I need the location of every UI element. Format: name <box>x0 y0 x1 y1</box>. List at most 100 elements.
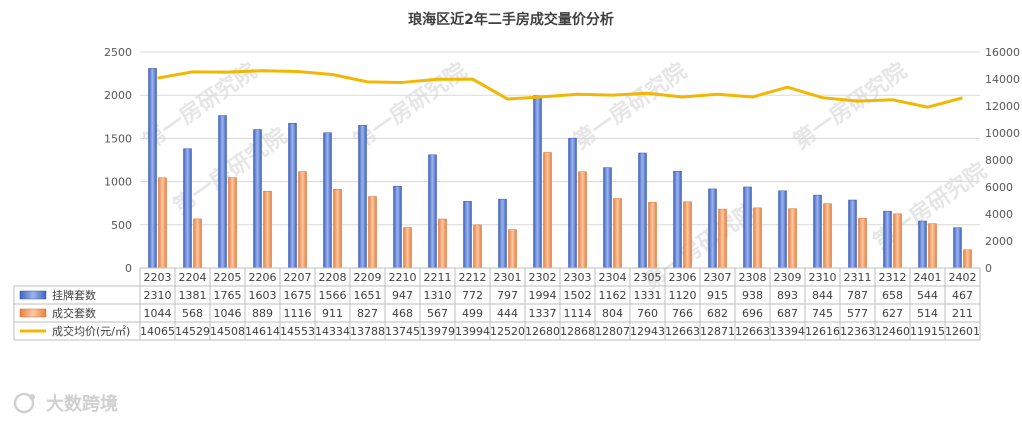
bar-listing-2304 <box>603 167 612 269</box>
data-cell: 12520 <box>490 325 525 338</box>
brand-icon-dot <box>29 394 35 400</box>
bar-deals-2211 <box>438 218 447 269</box>
right-tick-label: 10000 <box>985 127 1020 140</box>
data-cell: 2310 <box>144 289 172 302</box>
data-cell: 889 <box>252 307 273 320</box>
bar-deals-2305 <box>648 202 657 269</box>
right-tick-label: 14000 <box>985 73 1020 86</box>
right-tick-label: 16000 <box>985 46 1020 59</box>
data-cell: 12601 <box>945 325 980 338</box>
bar-deals-2309 <box>788 208 797 269</box>
data-cell: 687 <box>777 307 798 320</box>
data-cell: 1120 <box>669 289 697 302</box>
bar-deals-2206 <box>263 190 272 269</box>
bar-deals-2302 <box>543 152 552 269</box>
left-tick-label: 500 <box>111 219 132 232</box>
data-cell: 12363 <box>840 325 875 338</box>
data-cell: 772 <box>462 289 483 302</box>
category-label: 2205 <box>214 271 242 284</box>
data-cell: 13994 <box>455 325 490 338</box>
category-label: 2309 <box>774 271 802 284</box>
data-cell: 766 <box>672 307 693 320</box>
brand-icon <box>13 392 35 414</box>
data-cell: 1994 <box>529 289 557 302</box>
left-tick-label: 1500 <box>104 132 132 145</box>
data-cell: 11915 <box>910 325 945 338</box>
bar-listing-2207 <box>288 123 297 269</box>
category-label: 2402 <box>949 271 977 284</box>
bar-listing-2306 <box>673 170 682 269</box>
data-cell: 844 <box>812 289 833 302</box>
bar-deals-2203 <box>158 177 167 269</box>
data-cell: 12460 <box>875 325 910 338</box>
left-tick-label: 2500 <box>104 46 132 59</box>
data-cell: 1046 <box>214 307 242 320</box>
data-cell: 1381 <box>179 289 207 302</box>
left-tick-label: 2000 <box>104 89 132 102</box>
right-tick-label: 2000 <box>985 235 1013 248</box>
bar-deals-2304 <box>613 198 622 269</box>
category-label: 2305 <box>634 271 662 284</box>
bar-deals-2303 <box>578 171 587 269</box>
data-cell: 658 <box>882 289 903 302</box>
data-cell: 893 <box>777 289 798 302</box>
category-label: 2208 <box>319 271 347 284</box>
watermark-text: 第一房研究院 <box>349 58 472 155</box>
data-cell: 797 <box>497 289 518 302</box>
data-cell: 911 <box>322 307 343 320</box>
data-cell: 1765 <box>214 289 242 302</box>
data-cell: 12663 <box>665 325 700 338</box>
data-cell: 14508 <box>210 325 245 338</box>
data-cell: 947 <box>392 289 413 302</box>
left-tick-label: 0 <box>125 262 132 275</box>
data-cell: 14065 <box>140 325 175 338</box>
data-cell: 13979 <box>420 325 455 338</box>
bar-listing-2305 <box>638 152 647 269</box>
category-label: 2311 <box>844 271 872 284</box>
data-cell: 14334 <box>315 325 350 338</box>
legend-key-listing <box>19 290 47 300</box>
data-cell: 13745 <box>385 325 420 338</box>
bar-deals-2312 <box>893 213 902 269</box>
chart-title: 琅海区近2年二手房成交量价分析 <box>408 11 614 28</box>
bar-marks <box>148 68 972 269</box>
bar-listing-2206 <box>253 129 262 269</box>
data-cell: 14553 <box>280 325 315 338</box>
data-cell: 1502 <box>564 289 592 302</box>
right-tick-label: 8000 <box>985 154 1013 167</box>
data-cell: 12868 <box>560 325 595 338</box>
bar-deals-2310 <box>823 203 832 269</box>
data-cell: 1114 <box>564 307 592 320</box>
data-cell: 13394 <box>770 325 805 338</box>
data-cell: 13788 <box>350 325 385 338</box>
right-axis: 0 2000 4000 6000 8000 10000 12000 14000 16000 <box>985 46 1020 275</box>
data-cell: 1331 <box>634 289 662 302</box>
data-cell: 211 <box>952 307 973 320</box>
data-cell: 1044 <box>144 307 172 320</box>
legend-label: 挂牌套数 <box>52 288 96 302</box>
category-label: 2209 <box>354 271 382 284</box>
data-cell: 696 <box>742 307 763 320</box>
bar-listing-2210 <box>393 185 402 269</box>
price-series-line <box>157 69 963 109</box>
category-label: 2304 <box>599 271 627 284</box>
data-cell: 1651 <box>354 289 382 302</box>
bar-deals-2307 <box>718 208 727 269</box>
bar-listing-2309 <box>778 190 787 269</box>
data-cell: 1162 <box>599 289 627 302</box>
data-cell: 787 <box>847 289 868 302</box>
legend-label: 成交均价(元/㎡) <box>52 324 130 338</box>
data-cell: 1310 <box>424 289 452 302</box>
bar-listing-2303 <box>568 137 577 269</box>
data-cell: 12943 <box>630 325 665 338</box>
bar-listing-2205 <box>218 115 227 269</box>
watermark-text: 第一房研究院 <box>789 58 912 155</box>
right-tick-label: 12000 <box>985 100 1020 113</box>
bar-deals-2205 <box>228 177 237 269</box>
data-cell: 827 <box>357 307 378 320</box>
data-cell: 467 <box>952 289 973 302</box>
bar-deals-2311 <box>858 217 867 269</box>
right-tick-label: 0 <box>985 262 992 275</box>
data-cell: 1603 <box>249 289 277 302</box>
